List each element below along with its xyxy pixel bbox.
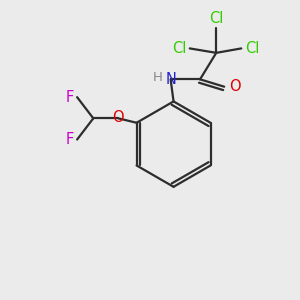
Text: O: O bbox=[112, 110, 124, 125]
Text: O: O bbox=[230, 79, 241, 94]
Text: H: H bbox=[152, 71, 162, 84]
Text: Cl: Cl bbox=[209, 11, 224, 26]
Text: F: F bbox=[66, 90, 74, 105]
Text: F: F bbox=[66, 132, 74, 147]
Text: N: N bbox=[165, 72, 176, 87]
Text: Cl: Cl bbox=[245, 41, 259, 56]
Text: Cl: Cl bbox=[172, 41, 186, 56]
